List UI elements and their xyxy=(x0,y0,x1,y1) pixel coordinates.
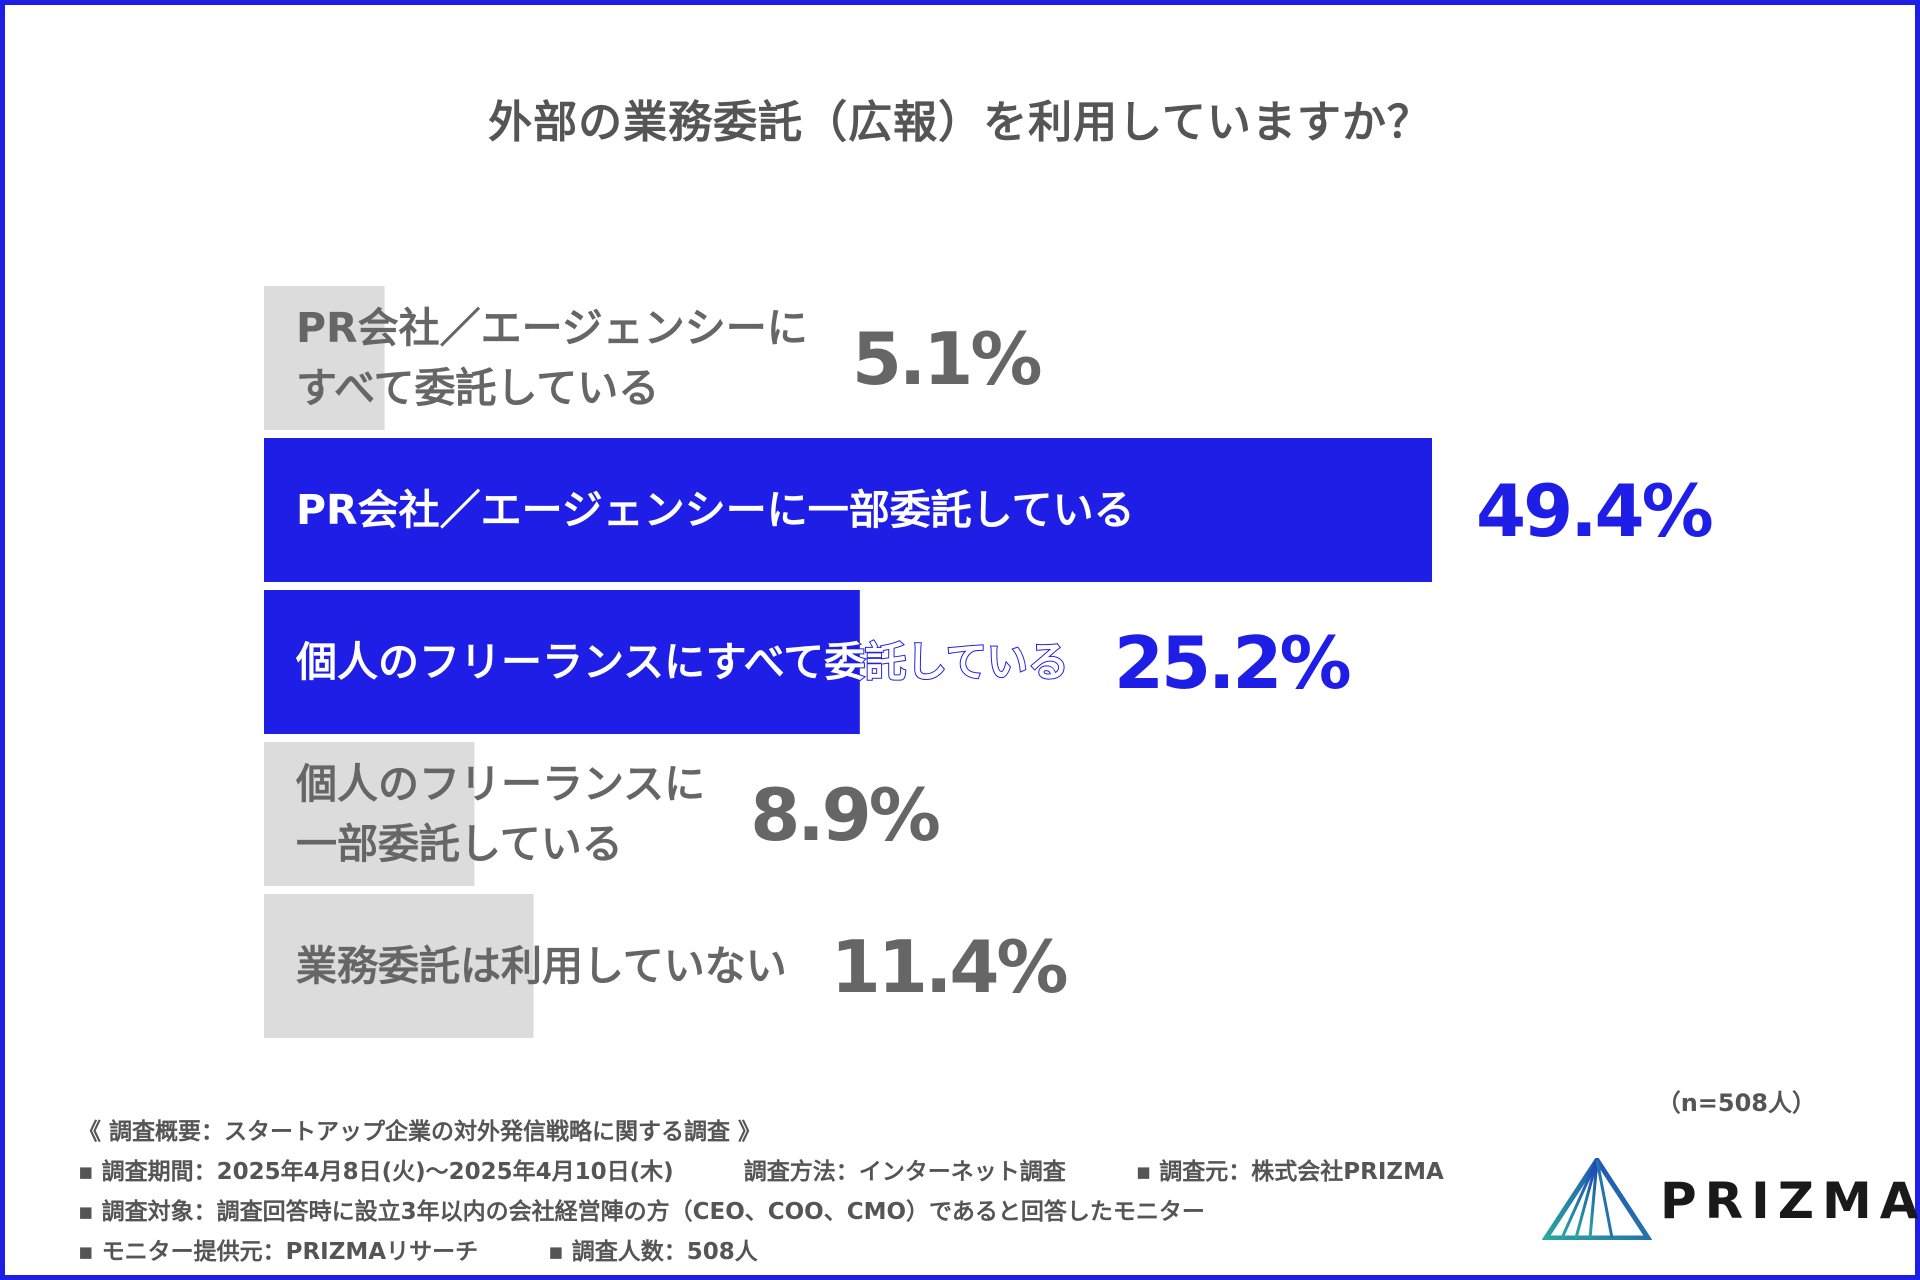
logo-text: PRIZMA xyxy=(1660,1172,1920,1230)
sample-size: （n=508人） xyxy=(1656,1089,1816,1117)
survey-line-period: ▪ 調査期間：2025年4月8日(火)〜2025年4月10日(木) 調査方法：イン… xyxy=(78,1152,1478,1192)
survey-summary: 《 調査概要：スタートアップ企業の対外発信戦略に関する調査 》 ▪ 調査期間：2… xyxy=(78,1112,1478,1272)
survey-provider: ▪ モニター提供元：PRIZMAリサーチ xyxy=(78,1239,479,1265)
value-label-4: 8.9% xyxy=(750,773,939,857)
category-label-4: 個人のフリーランスに一部委託している xyxy=(295,760,705,868)
bar-3 xyxy=(264,590,860,734)
bar-1 xyxy=(264,286,385,430)
survey-period: ▪ 調査期間：2025年4月8日(火)〜2025年4月10日(木) xyxy=(78,1159,674,1185)
category-label-3: 個人のフリーランスにすべて委託している xyxy=(295,638,1069,686)
value-label-3: 25.2% xyxy=(1114,621,1350,705)
survey-method: 調査方法：インターネット調査 xyxy=(743,1159,1066,1185)
survey-target: ▪ 調査対象：調査回答時に設立3年以内の会社経営陣の方（CEO、COO、CMO）… xyxy=(78,1199,1205,1225)
category-label-2: PR会社／エージェンシーに一部委託している xyxy=(296,486,1135,534)
bar-4 xyxy=(264,742,475,886)
survey-line-provider: ▪ モニター提供元：PRIZMAリサーチ ▪ 調査人数：508人 xyxy=(78,1232,1478,1272)
survey-source: ▪ 調査元：株式会社PRIZMA xyxy=(1135,1159,1444,1185)
value-label-1: 5.1% xyxy=(852,317,1041,401)
survey-heading: 《 調査概要：スタートアップ企業の対外発信戦略に関する調査 》 xyxy=(78,1119,762,1145)
category-label-5: 業務委託は利用していない xyxy=(296,942,787,990)
bar-5 xyxy=(264,894,534,1038)
prism-triangle-icon xyxy=(1541,1155,1653,1241)
prizma-logo: PRIZMA xyxy=(1541,1155,1918,1241)
bar-2 xyxy=(264,438,1432,582)
value-label-2: 49.4% xyxy=(1476,469,1712,553)
chart-title: 外部の業務委託（広報）を利用していますか？ xyxy=(488,97,1432,148)
value-label-5: 11.4% xyxy=(831,925,1067,1009)
survey-respondents: ▪ 調査人数：508人 xyxy=(548,1239,758,1265)
category-label-1: PR会社／エージェンシーにすべて委託している xyxy=(296,304,808,412)
